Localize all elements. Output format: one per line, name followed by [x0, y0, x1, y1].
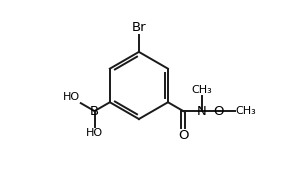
Text: CH₃: CH₃	[191, 85, 212, 95]
Text: CH₃: CH₃	[235, 106, 256, 116]
Text: B: B	[90, 105, 99, 118]
Text: HO: HO	[86, 128, 103, 138]
Text: N: N	[197, 105, 207, 118]
Text: O: O	[213, 105, 224, 118]
Text: O: O	[178, 129, 188, 142]
Text: Br: Br	[132, 21, 146, 34]
Text: HO: HO	[63, 92, 80, 102]
